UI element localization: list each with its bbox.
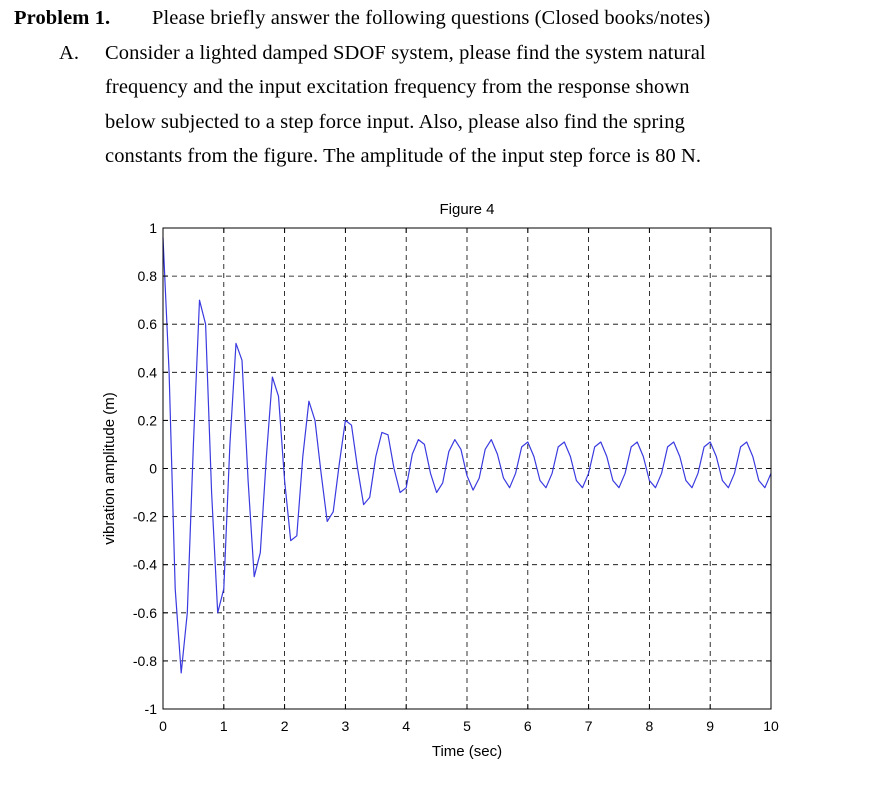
x-tick-label: 2 (281, 718, 289, 734)
chart-title: Figure 4 (439, 201, 494, 218)
y-tick-label: 0.2 (138, 412, 158, 428)
problem-label: Problem 1. (14, 7, 111, 29)
x-axis-label: Time (sec) (432, 743, 502, 760)
y-axis-label: vibration amplitude (m) (101, 392, 118, 545)
problem-intro: Please briefly answer the following ques… (152, 7, 711, 29)
y-tick-label: 0.4 (138, 364, 158, 380)
y-tick-label: -0.6 (133, 605, 157, 621)
x-tick-label: 8 (646, 718, 654, 734)
y-tick-label: 0.6 (138, 316, 158, 332)
x-tick-label: 4 (402, 718, 410, 734)
x-tick-label: 5 (463, 718, 471, 734)
question-line-2: frequency and the input excitation frequ… (105, 76, 690, 98)
y-tick-label: 1 (149, 220, 157, 236)
y-tick-label: -1 (145, 701, 158, 717)
y-tick-label: -0.8 (133, 653, 157, 669)
question-line-1: Consider a lighted damped SDOF system, p… (105, 42, 706, 64)
y-tick-label: 0 (149, 461, 157, 477)
question-line-3: below subjected to a step force input. A… (105, 111, 685, 133)
x-tick-label: 6 (524, 718, 532, 734)
question-line-4: constants from the figure. The amplitude… (105, 145, 702, 167)
y-tick-label: -0.2 (133, 509, 157, 525)
response-series-line (162, 237, 772, 674)
x-tick-label: 3 (342, 718, 350, 734)
part-label: A. (59, 42, 80, 64)
x-tick-label: 0 (159, 718, 167, 734)
x-tick-label: 9 (706, 718, 714, 734)
x-tick-label: 1 (220, 718, 228, 734)
y-tick-label: 0.8 (138, 268, 158, 284)
y-tick-label: -0.4 (133, 557, 157, 573)
x-tick-label: 7 (585, 718, 593, 734)
x-tick-label: 10 (763, 718, 779, 734)
